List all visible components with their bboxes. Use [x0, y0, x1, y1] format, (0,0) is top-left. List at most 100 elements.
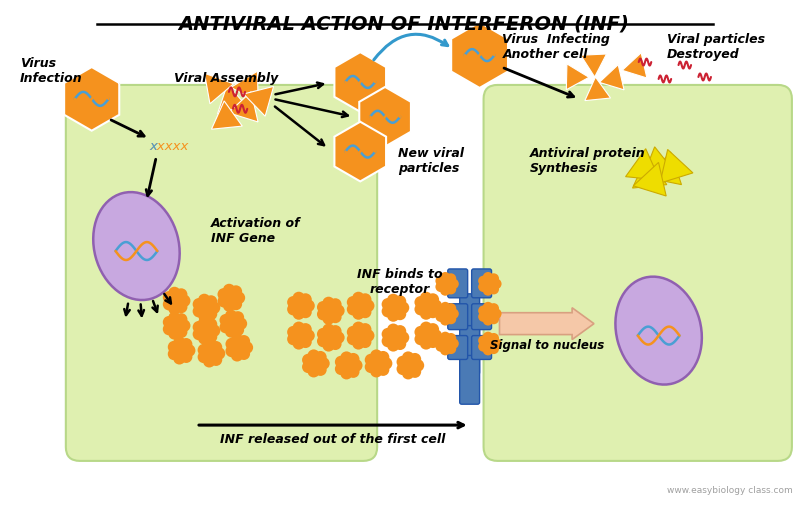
Circle shape — [430, 329, 442, 342]
Circle shape — [448, 309, 459, 319]
FancyBboxPatch shape — [460, 294, 480, 343]
Circle shape — [402, 367, 414, 379]
Polygon shape — [228, 92, 258, 122]
Circle shape — [299, 306, 311, 318]
Circle shape — [420, 337, 432, 350]
Circle shape — [293, 321, 305, 334]
Circle shape — [489, 284, 499, 295]
Circle shape — [446, 333, 456, 344]
Circle shape — [208, 301, 220, 314]
FancyBboxPatch shape — [460, 356, 480, 404]
Circle shape — [352, 327, 369, 344]
Circle shape — [210, 353, 222, 366]
Circle shape — [341, 351, 353, 364]
Circle shape — [213, 347, 225, 360]
Circle shape — [435, 341, 446, 352]
Text: Virus
Infection: Virus Infection — [20, 57, 83, 85]
FancyBboxPatch shape — [460, 326, 480, 375]
Circle shape — [478, 335, 489, 346]
Circle shape — [175, 301, 188, 313]
Circle shape — [223, 299, 235, 312]
Circle shape — [347, 303, 359, 315]
Circle shape — [287, 296, 299, 309]
Polygon shape — [625, 149, 660, 180]
Circle shape — [478, 311, 489, 322]
Circle shape — [173, 352, 185, 364]
Circle shape — [483, 332, 493, 342]
Circle shape — [489, 344, 499, 354]
Circle shape — [430, 299, 442, 312]
Circle shape — [365, 354, 377, 366]
Circle shape — [231, 333, 244, 346]
Circle shape — [396, 356, 409, 368]
Circle shape — [314, 351, 327, 363]
Polygon shape — [648, 152, 681, 185]
Circle shape — [322, 302, 339, 319]
Circle shape — [420, 308, 432, 320]
Text: Viral Assembly: Viral Assembly — [174, 72, 278, 85]
Circle shape — [387, 324, 400, 336]
Circle shape — [317, 308, 329, 320]
Text: Activation of
INF Gene: Activation of INF Gene — [211, 217, 301, 245]
Circle shape — [394, 295, 406, 308]
Circle shape — [168, 287, 180, 299]
Circle shape — [489, 273, 499, 284]
Circle shape — [314, 363, 327, 376]
Circle shape — [230, 285, 242, 298]
Circle shape — [235, 317, 248, 330]
FancyBboxPatch shape — [447, 335, 468, 360]
Circle shape — [307, 355, 324, 372]
Circle shape — [178, 295, 190, 307]
Circle shape — [352, 308, 365, 320]
Polygon shape — [599, 64, 624, 90]
Circle shape — [397, 301, 409, 314]
Circle shape — [414, 296, 427, 309]
Circle shape — [382, 328, 394, 340]
Circle shape — [347, 333, 359, 345]
Polygon shape — [359, 87, 411, 147]
Circle shape — [426, 293, 439, 305]
Circle shape — [341, 367, 353, 379]
Polygon shape — [334, 52, 386, 112]
Circle shape — [491, 309, 502, 319]
Circle shape — [231, 324, 244, 336]
Polygon shape — [334, 122, 386, 182]
Polygon shape — [581, 54, 607, 77]
Circle shape — [210, 341, 222, 353]
FancyBboxPatch shape — [472, 269, 492, 298]
Circle shape — [198, 332, 210, 345]
Polygon shape — [211, 101, 242, 129]
Circle shape — [420, 297, 436, 314]
Circle shape — [440, 302, 451, 312]
Text: www.easybiology class.com: www.easybiology class.com — [667, 486, 793, 495]
Circle shape — [435, 276, 446, 286]
Circle shape — [362, 299, 375, 312]
Text: New viral
particles: New viral particles — [398, 147, 464, 174]
Circle shape — [303, 329, 315, 342]
Polygon shape — [633, 163, 666, 196]
Circle shape — [489, 333, 499, 344]
Circle shape — [420, 321, 432, 334]
Circle shape — [317, 335, 329, 347]
Text: xxxxx: xxxxx — [150, 140, 188, 153]
Circle shape — [299, 335, 311, 348]
Circle shape — [478, 341, 489, 352]
Circle shape — [359, 306, 371, 318]
Circle shape — [482, 336, 497, 351]
Circle shape — [225, 325, 237, 337]
Circle shape — [167, 317, 184, 334]
Polygon shape — [660, 150, 693, 183]
Circle shape — [203, 340, 215, 352]
FancyArrow shape — [499, 308, 594, 340]
Circle shape — [446, 314, 456, 324]
Circle shape — [168, 327, 180, 340]
Polygon shape — [585, 77, 611, 101]
Circle shape — [483, 345, 493, 356]
Circle shape — [163, 298, 176, 311]
Polygon shape — [642, 147, 676, 179]
Circle shape — [302, 354, 315, 366]
FancyBboxPatch shape — [447, 269, 468, 298]
Circle shape — [387, 339, 400, 351]
Circle shape — [226, 338, 238, 350]
Circle shape — [173, 336, 185, 349]
